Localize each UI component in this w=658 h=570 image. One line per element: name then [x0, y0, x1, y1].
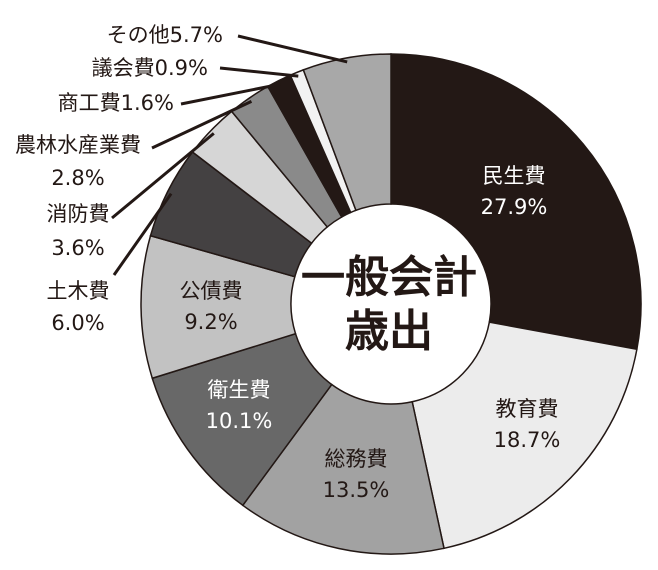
slice-label-value-2: 18.7%	[494, 428, 561, 452]
slice-label-value-3: 13.5%	[323, 478, 390, 502]
slice-11-wedge	[302, 53, 392, 212]
slice-label-name-8: 農林水産業費	[15, 133, 141, 157]
leader-line-6	[112, 192, 173, 276]
slice-label-value-4: 10.1%	[206, 409, 273, 433]
slice-label-10: 議会費0.9%	[92, 56, 208, 80]
slice-label-name-1: 民生費	[483, 164, 546, 188]
slice-label-value-6: 6.0%	[51, 311, 104, 335]
slice-label-name-7: 消防費	[47, 202, 110, 226]
center-title-line-1: 一般会計	[301, 252, 477, 303]
slice-label-name-2: 教育費	[496, 397, 559, 421]
slice-label-9: 商工費1.6%	[58, 91, 174, 115]
slice-label-value-7: 3.6%	[51, 236, 104, 260]
slice-3-wedge	[241, 383, 445, 555]
leader-lines	[111, 34, 348, 276]
center-title-line-2: 歳出	[345, 306, 433, 357]
donut-slices	[140, 53, 642, 555]
slice-label-11: その他5.7%	[107, 23, 223, 47]
leader-line-11	[237, 34, 348, 64]
leader-line-10	[219, 66, 299, 78]
slice-labels: 民生費 27.9% 教育費 18.7% 総務費 13.5% 衛生費 10.1% 公債費 9.2% そ…	[15, 23, 560, 502]
slice-4-wedge	[151, 332, 333, 507]
slice-label-name-5: 公債費	[180, 279, 243, 303]
slice-label-value-5: 9.2%	[184, 310, 237, 334]
slice-label-name-4: 衛生費	[208, 378, 271, 402]
slice-label-name-3: 総務費	[325, 447, 388, 471]
slice-label-value-1: 27.9%	[481, 195, 548, 219]
slice-1-wedge	[390, 53, 642, 351]
leader-line-9	[180, 82, 281, 106]
leader-line-7	[111, 132, 215, 220]
slice-2-wedge	[411, 321, 638, 550]
leader-line-8	[151, 100, 253, 150]
slice-label-name-6: 土木費	[47, 279, 110, 303]
slice-label-value-8: 2.8%	[51, 166, 104, 190]
